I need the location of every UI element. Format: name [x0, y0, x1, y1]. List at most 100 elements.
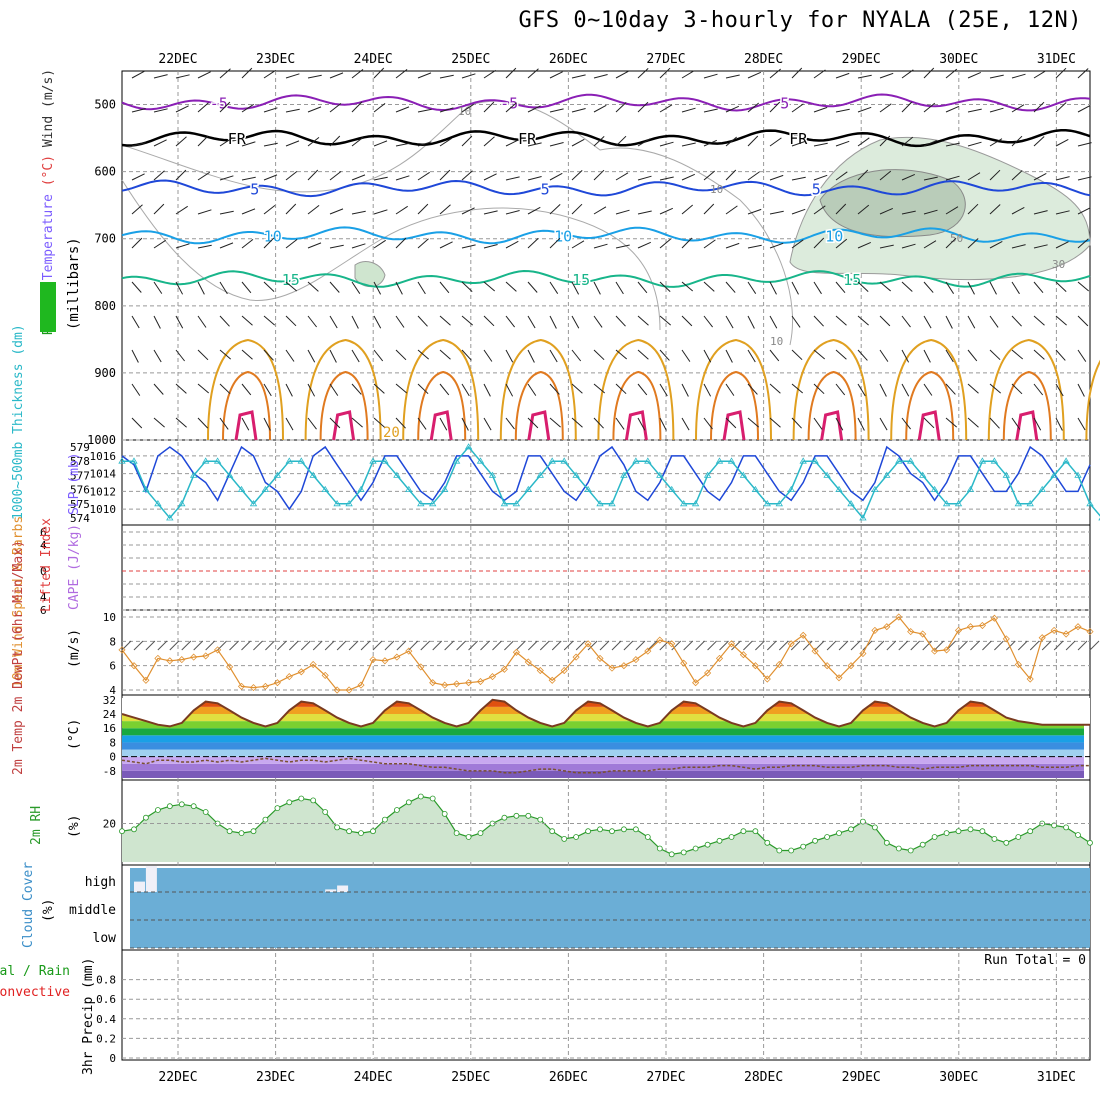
thickness-marker — [978, 457, 987, 464]
wind-barb — [549, 349, 558, 363]
wind-barb — [241, 239, 254, 249]
wind-barb — [263, 417, 271, 431]
wind-barb — [615, 135, 627, 147]
wind-speed-marker — [847, 662, 855, 670]
isotherm-line — [121, 269, 1091, 288]
wind-barb — [989, 240, 1003, 249]
wind-barb — [857, 315, 869, 326]
rh-tick-label: 20 — [103, 818, 116, 831]
surface-isotherm-20 — [304, 338, 382, 441]
wind-barb — [219, 242, 234, 249]
wind-barb — [901, 281, 913, 292]
wind-barb — [791, 349, 803, 361]
wind-barb — [593, 74, 608, 79]
wind-barb — [769, 383, 781, 394]
wind-barb — [197, 383, 210, 394]
wind-barb — [307, 74, 322, 79]
wind-barb — [835, 315, 847, 326]
wind-barb — [901, 315, 911, 328]
thickness-marker — [512, 500, 521, 507]
wind-barb-10m — [372, 640, 383, 651]
wind-barb — [241, 176, 256, 181]
rh-marker — [860, 818, 866, 825]
wind-barb — [153, 170, 165, 181]
wind-barb — [527, 142, 542, 147]
wind-barb — [461, 281, 473, 292]
wind-barb — [615, 102, 627, 113]
wind-barb — [417, 238, 429, 249]
wind-barb — [131, 173, 145, 181]
thickness-marker — [703, 471, 712, 478]
thickness-marker — [381, 457, 389, 464]
wind-barb — [769, 281, 777, 295]
wind-barb-10m — [970, 640, 980, 651]
wind-barb — [285, 108, 300, 113]
wind-barb — [637, 175, 652, 181]
thickness-marker — [883, 471, 891, 478]
wind-barb-10m — [731, 640, 741, 651]
cloud-high-bar — [337, 885, 349, 892]
cloud-high-bar — [134, 881, 145, 892]
wind-speed-marker — [154, 654, 162, 662]
wind-barb-10m — [1017, 640, 1028, 651]
wind-barb — [351, 137, 364, 147]
wind-barb-10m — [910, 640, 921, 651]
wind-barb — [329, 103, 342, 113]
thickness-marker — [1062, 457, 1070, 464]
wind-barb — [505, 417, 515, 430]
wind-barb — [769, 137, 782, 147]
wind-barb — [153, 349, 162, 363]
wind-barb — [175, 417, 187, 428]
rh-marker — [334, 824, 341, 831]
wind-barb — [989, 349, 1001, 361]
surface-isotherm-30 — [1015, 410, 1039, 441]
rh-marker — [609, 828, 615, 835]
wind-barb-10m — [277, 640, 287, 651]
wind-barb — [1011, 135, 1023, 147]
thickness-marker — [225, 471, 234, 478]
wind-barb — [527, 281, 538, 293]
wind-barb — [483, 417, 492, 431]
wind-barb — [769, 210, 784, 215]
surface-isotherm-25 — [612, 370, 662, 441]
wind-barb — [395, 237, 407, 249]
precip-total-legend: Total / Rain — [0, 964, 70, 979]
wind-speed-marker — [943, 646, 951, 654]
wind-barb — [219, 315, 230, 327]
wind-speed-marker — [751, 662, 759, 670]
wind-barb-10m — [396, 640, 407, 651]
wind-barb — [241, 315, 253, 326]
date-label-top: 26DEC — [549, 52, 588, 67]
wind-speed-marker — [524, 658, 532, 666]
wind-barb — [813, 205, 826, 215]
isotherm-label: FR — [789, 130, 808, 148]
surface-isotherm-20 — [207, 338, 284, 441]
date-label-bottom: 28DEC — [744, 1070, 783, 1085]
wind-barb — [725, 315, 734, 329]
thickness-marker — [572, 471, 580, 478]
rh-marker — [274, 805, 281, 811]
pressure-axis-label: (millibars) — [66, 237, 82, 330]
wind-barb — [373, 417, 385, 428]
wind-unit-label: (m/s) — [67, 629, 82, 668]
rh-contour-label: 30 — [1052, 258, 1065, 271]
wind-barb — [241, 417, 250, 431]
temp-color-band — [122, 770, 1084, 778]
wind-barb — [681, 349, 691, 362]
cape-axis-label: CAPE (J/kg) — [67, 524, 82, 610]
thickness-marker — [763, 500, 772, 507]
wind-barb — [285, 171, 298, 181]
thickness-marker — [667, 485, 676, 492]
wind-barb — [395, 205, 408, 215]
wind-barb — [989, 169, 1001, 181]
wind-barb-10m — [850, 640, 861, 651]
wind-barb — [307, 349, 316, 363]
wind-barb — [483, 315, 495, 327]
upper-axis-label-part: Wind (m/s) — [41, 69, 56, 147]
wind-barb-10m — [516, 640, 526, 651]
wind-barb — [681, 173, 696, 181]
wind-barb — [329, 383, 339, 396]
wind-barb-10m — [253, 640, 263, 651]
wind-speed-marker — [190, 653, 198, 661]
wind-speed-marker — [787, 640, 795, 648]
